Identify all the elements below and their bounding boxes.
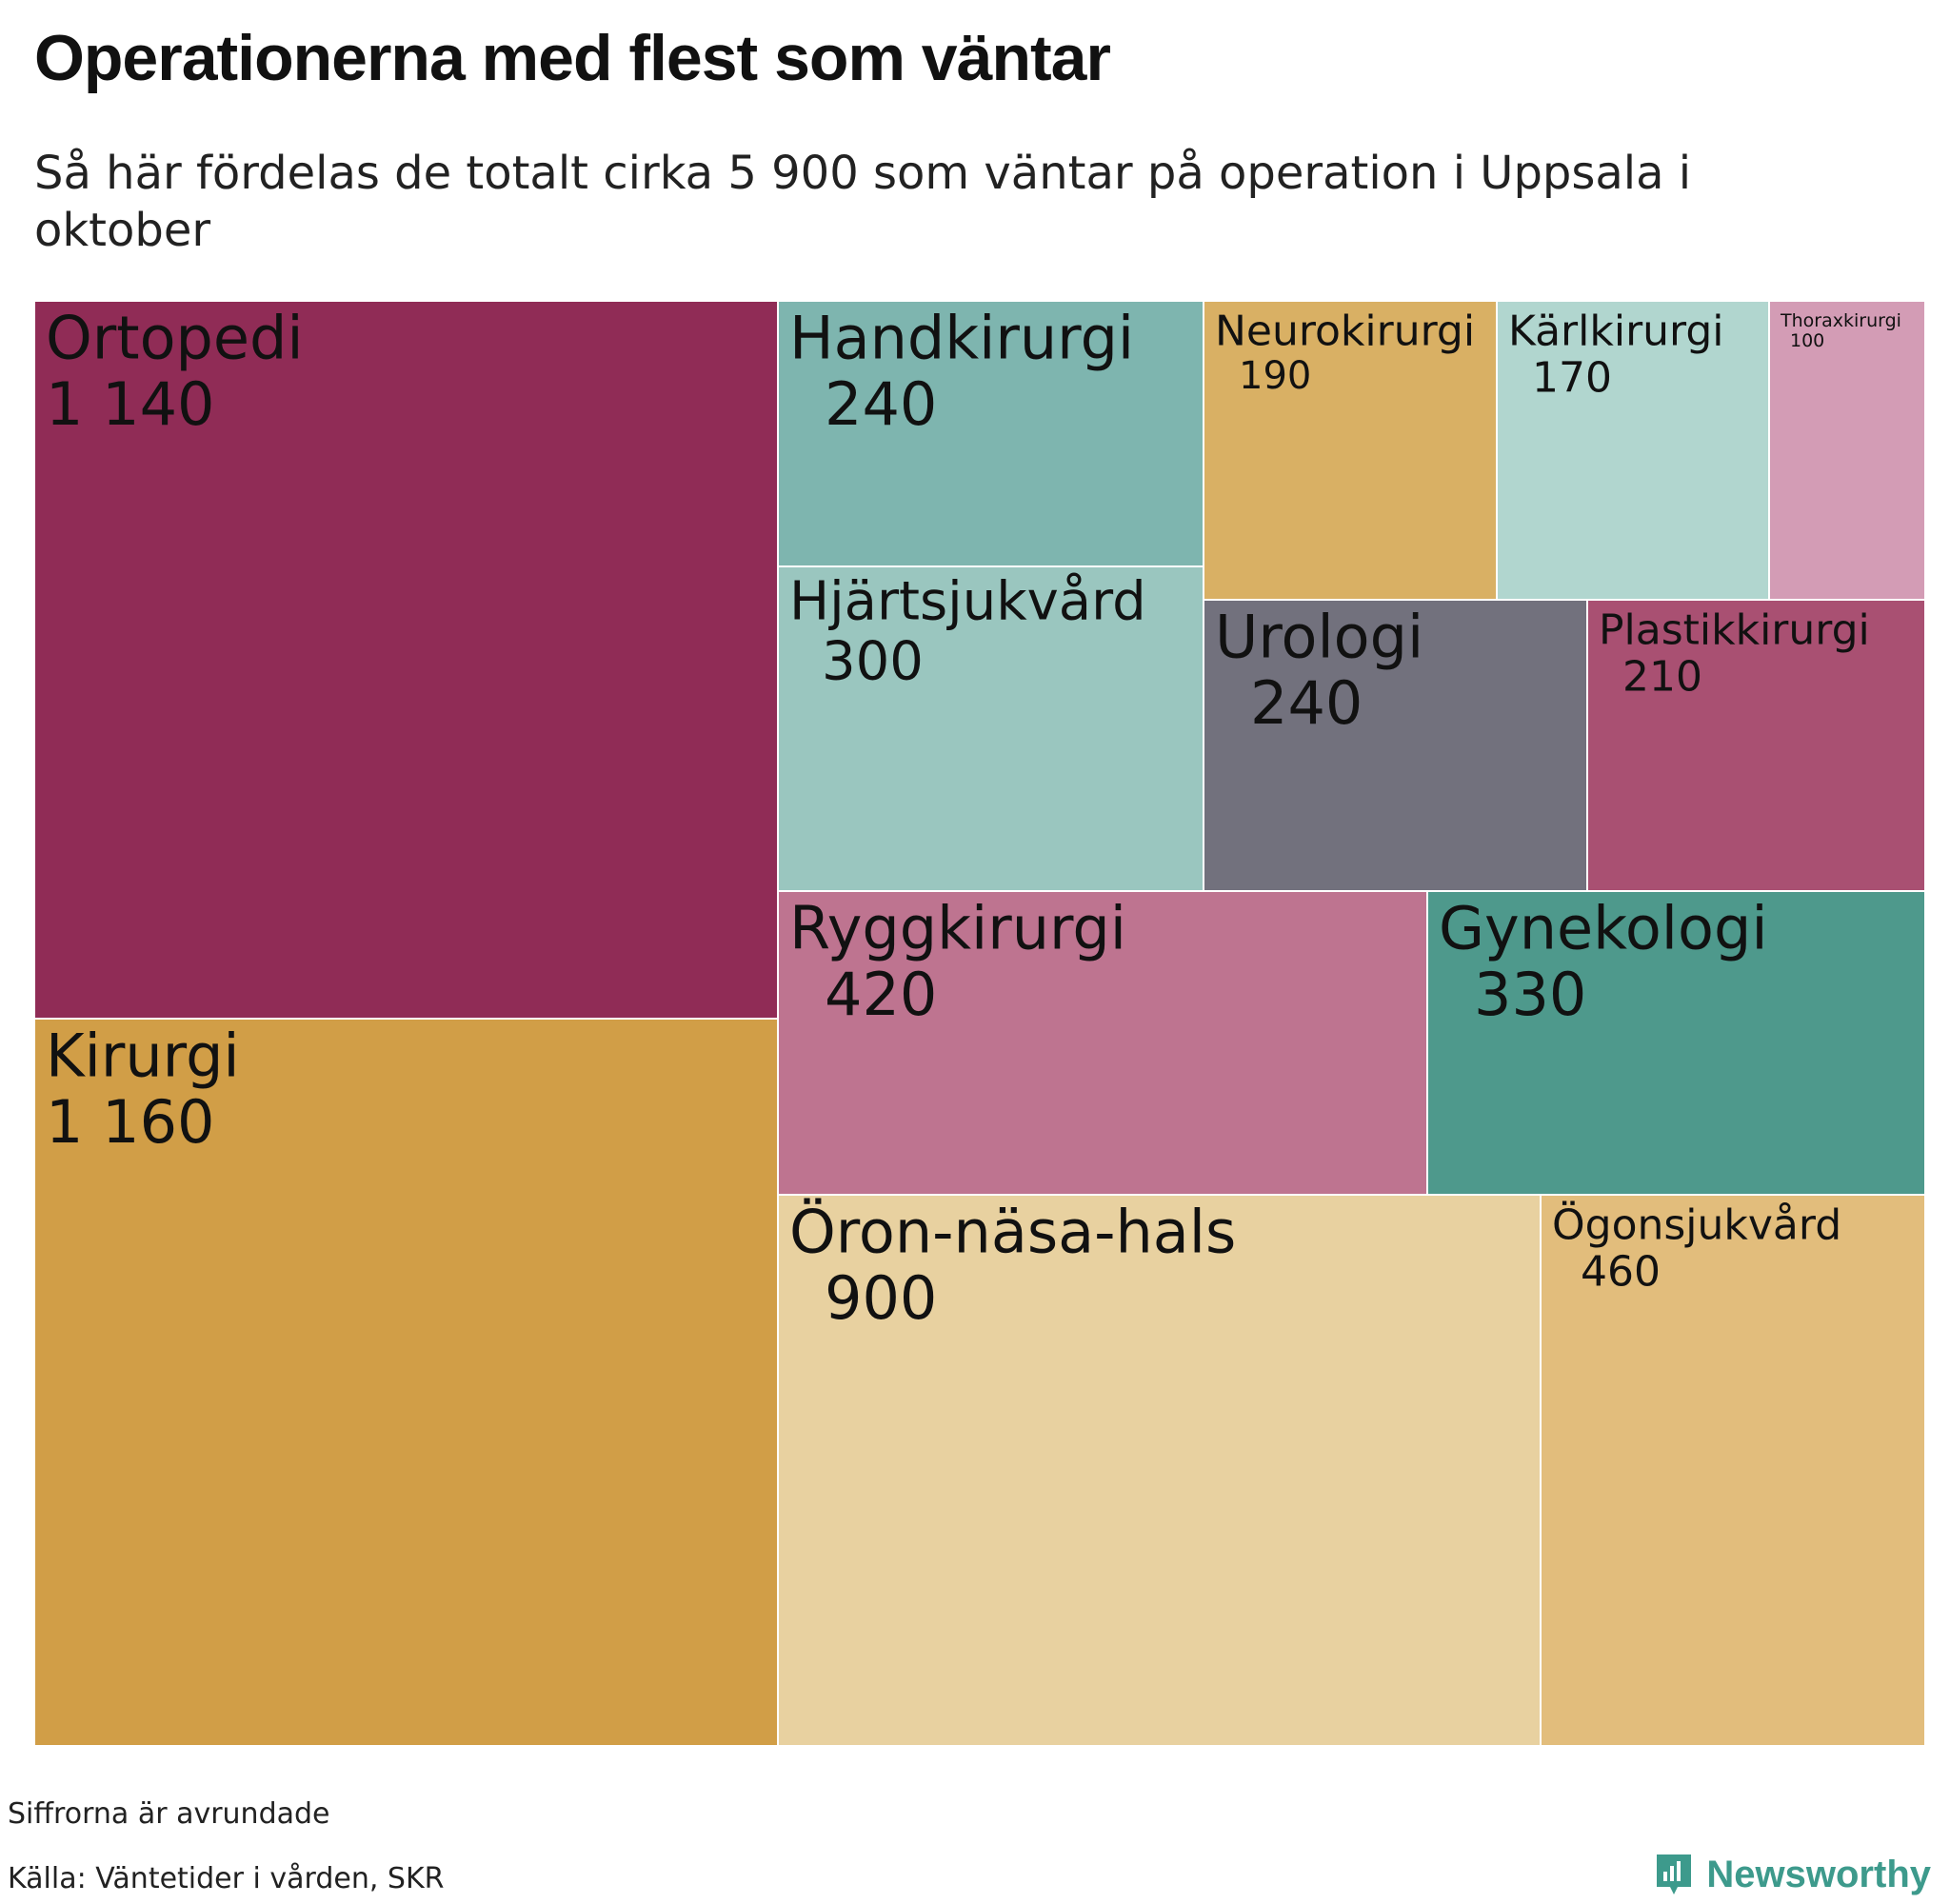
treemap-label-name: Ryggkirurgi xyxy=(789,893,1126,962)
treemap-label-value: 1 140 xyxy=(46,369,215,439)
treemap-label-value: 240 xyxy=(1250,668,1363,738)
treemap-rect xyxy=(1203,301,1498,601)
treemap-label-value: 460 xyxy=(1581,1248,1661,1297)
chart-subtitle: Så här fördelas de totalt cirka 5 900 so… xyxy=(34,147,1692,257)
treemap-rect xyxy=(1768,301,1925,601)
treemap-label-value: 300 xyxy=(822,630,924,692)
treemap-label-name: Urologi xyxy=(1215,602,1423,671)
treemap-rect xyxy=(777,890,1428,1196)
brand-name: Newsworthy xyxy=(1706,1853,1931,1895)
source-note: Källa: Väntetider i vården, SKR xyxy=(8,1862,445,1895)
treemap-label-name: Neurokirurgi xyxy=(1215,307,1475,355)
treemap-label-value: 330 xyxy=(1474,960,1586,1029)
treemap-label-value: 420 xyxy=(825,960,937,1029)
treemap-rect xyxy=(777,1194,1542,1746)
treemap-rect xyxy=(1496,301,1770,601)
footnote-rounding: Siffrorna är avrundade xyxy=(8,1797,330,1831)
brand-logo: Newsworthy xyxy=(1653,1851,1931,1898)
treemap-label-value: 900 xyxy=(825,1263,937,1333)
treemap-label-name: Öron-näsa-hals xyxy=(789,1197,1236,1266)
bar-chart-logo-icon xyxy=(1657,1854,1692,1894)
treemap-rect xyxy=(34,301,779,1020)
treemap-rect xyxy=(1426,890,1925,1196)
treemap-label-value: 1 160 xyxy=(46,1087,215,1157)
treemap-rect xyxy=(1540,1194,1925,1746)
treemap-label-value: 170 xyxy=(1532,354,1612,403)
treemap-label-value: 240 xyxy=(825,369,937,439)
treemap-label-name: Ögonsjukvård xyxy=(1552,1200,1841,1249)
treemap-label-name: Gynekologi xyxy=(1439,893,1768,962)
treemap-rect xyxy=(777,565,1204,892)
treemap-rect xyxy=(34,1018,779,1746)
treemap-label-name: Kärlkirurgi xyxy=(1508,307,1724,355)
treemap-label-value: 100 xyxy=(1790,330,1824,351)
treemap-label-value: 190 xyxy=(1239,354,1311,398)
treemap-rect xyxy=(1586,599,1925,892)
treemap-label-name: Thoraxkirurgi xyxy=(1780,310,1901,331)
treemap-rect xyxy=(1203,599,1588,892)
treemap-label-name: Ortopedi xyxy=(46,303,304,372)
treemap-label-name: Handkirurgi xyxy=(789,303,1134,372)
treemap-label-name: Kirurgi xyxy=(46,1021,240,1090)
treemap-label-value: 210 xyxy=(1622,653,1702,702)
chart-title: Operationerna med flest som väntar xyxy=(34,22,1111,94)
treemap-label-name: Hjärtsjukvård xyxy=(789,571,1146,633)
treemap-label-name: Plastikkirurgi xyxy=(1599,605,1870,654)
